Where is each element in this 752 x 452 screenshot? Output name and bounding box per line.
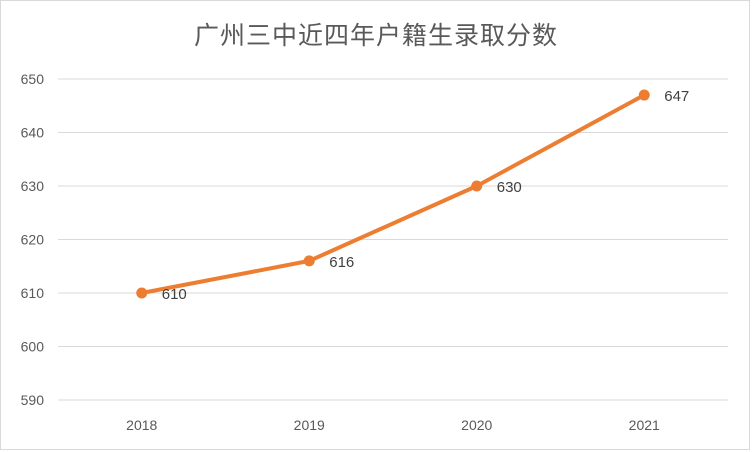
data-labels: 610 616 630 647: [162, 88, 690, 303]
series-line-0: [139, 93, 647, 295]
y-tick-label-630: 630: [21, 178, 45, 194]
y-tick-label-650: 650: [21, 71, 45, 87]
x-axis-ticks: 2018 2019 2020 2021: [126, 417, 660, 433]
data-label-2021: 647: [664, 88, 689, 105]
gridlines: [58, 78, 728, 401]
y-tick-label-600: 600: [21, 339, 45, 355]
data-point-2020: [471, 180, 483, 192]
x-tick-label-2021: 2021: [629, 417, 660, 433]
x-tick-label-2018: 2018: [126, 417, 157, 433]
y-tick-label-620: 620: [21, 232, 45, 248]
data-label-2018: 610: [162, 286, 187, 303]
y-tick-label-590: 590: [21, 392, 45, 408]
chart-title: 广州三中近四年户籍生录取分数: [193, 21, 558, 50]
data-point-2018: [136, 287, 148, 299]
series-layer: [136, 89, 650, 299]
data-point-2021: [638, 89, 650, 101]
y-tick-label-610: 610: [21, 285, 45, 301]
x-tick-label-2020: 2020: [461, 417, 492, 433]
y-axis-ticks: 590 600 610 620 630 640 650: [21, 71, 45, 408]
data-label-2020: 630: [497, 179, 522, 196]
data-point-2019: [303, 255, 315, 267]
y-tick-label-640: 640: [21, 125, 45, 141]
x-tick-label-2019: 2019: [294, 417, 325, 433]
data-label-2019: 616: [329, 254, 354, 271]
